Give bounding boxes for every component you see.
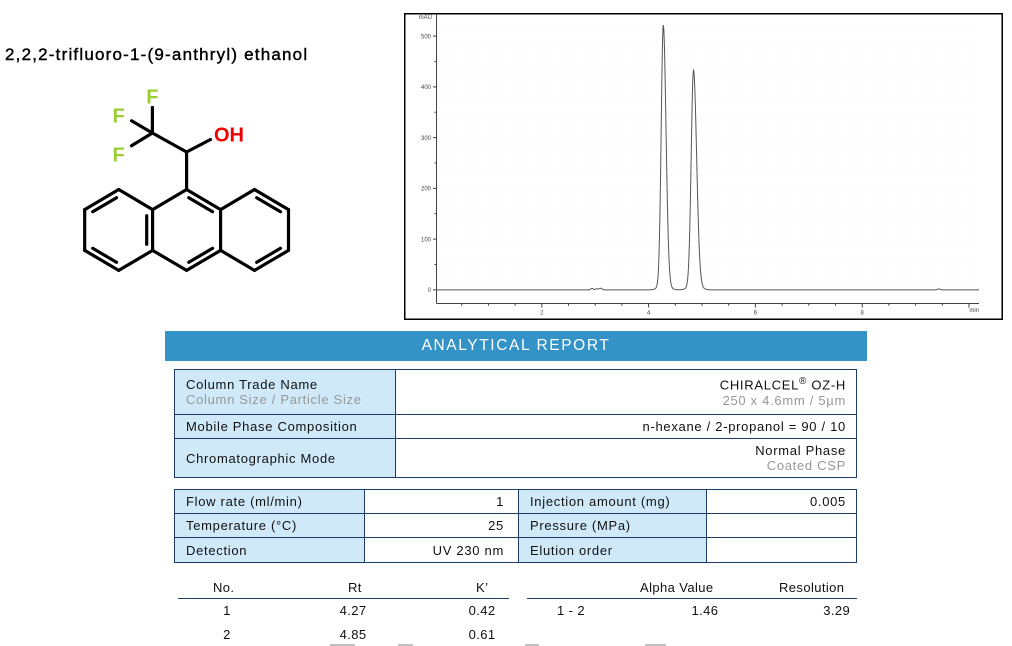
svg-text:mAU: mAU <box>419 15 432 21</box>
svg-text:4: 4 <box>647 311 651 317</box>
svg-text:100: 100 <box>421 237 432 243</box>
svg-text:300: 300 <box>421 136 432 142</box>
svg-text:OH: OH <box>214 125 244 147</box>
svg-text:500: 500 <box>421 34 432 40</box>
svg-text:F: F <box>112 106 124 128</box>
svg-text:F: F <box>112 144 124 166</box>
svg-text:8: 8 <box>861 311 865 317</box>
svg-text:2: 2 <box>540 311 544 317</box>
svg-text:F: F <box>146 86 158 108</box>
svg-text:min: min <box>969 308 979 314</box>
svg-text:6: 6 <box>754 311 758 317</box>
svg-text:400: 400 <box>421 85 432 91</box>
svg-text:0: 0 <box>428 288 432 294</box>
svg-text:200: 200 <box>421 187 432 193</box>
